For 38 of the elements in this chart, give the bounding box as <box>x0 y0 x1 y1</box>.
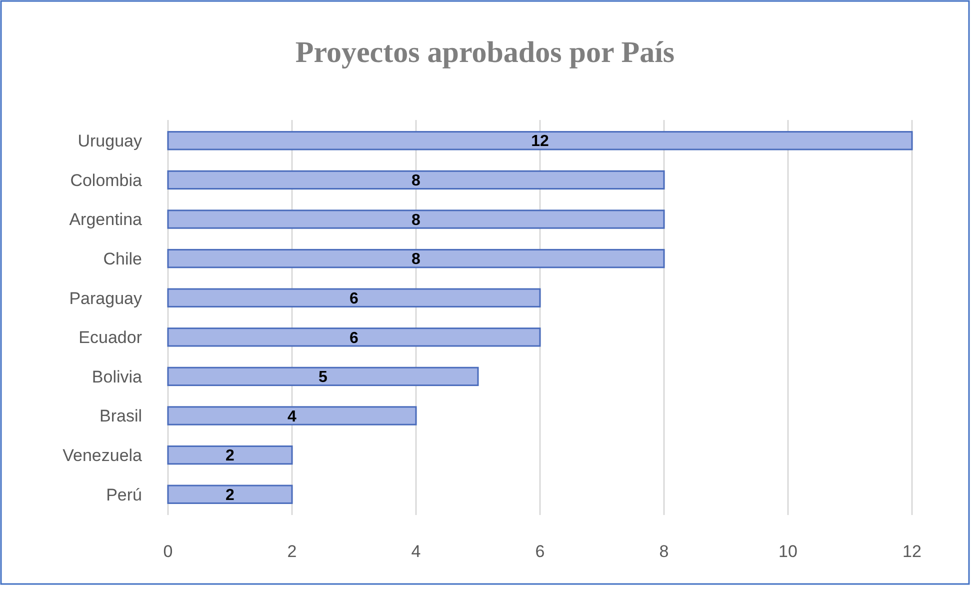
bar <box>167 406 417 426</box>
bar <box>167 366 479 386</box>
bar <box>167 248 665 268</box>
y-tick-label: Argentina <box>69 210 143 230</box>
y-tick-label: Paraguay <box>69 288 142 308</box>
x-tick-label: 12 <box>902 542 922 561</box>
data-label: 8 <box>412 172 421 190</box>
data-label: 8 <box>412 212 421 229</box>
data-label: 2 <box>226 448 235 465</box>
y-tick-label: Bolivia <box>92 367 143 386</box>
bar <box>167 210 665 229</box>
y-tick-label: Perú <box>106 485 142 504</box>
x-tick-label: 0 <box>163 542 173 561</box>
bar <box>167 131 913 150</box>
x-tick-label: 6 <box>535 542 545 561</box>
data-label: 6 <box>350 290 359 308</box>
bar <box>167 170 665 190</box>
data-label: 2 <box>226 486 235 504</box>
y-tick-label: Venezuela <box>62 446 143 466</box>
y-tick-label: Uruguay <box>78 132 142 151</box>
x-tick-label: 2 <box>287 542 297 561</box>
bar <box>167 484 293 504</box>
x-tick-label: 4 <box>411 542 421 561</box>
data-label: 8 <box>412 251 421 268</box>
x-tick-label: 10 <box>778 542 798 561</box>
bar <box>167 445 293 465</box>
chart-title: Proyectos aprobados por País <box>295 36 675 69</box>
bar <box>167 328 541 347</box>
data-label: 5 <box>318 369 328 386</box>
x-tick-label: 8 <box>659 542 669 561</box>
data-label: 6 <box>350 330 359 347</box>
data-label: 12 <box>531 133 549 150</box>
bar <box>167 288 541 308</box>
y-tick-label: Brasil <box>99 406 142 426</box>
y-tick-label: Chile <box>103 249 142 268</box>
y-tick-label: Ecuador <box>78 328 142 348</box>
y-tick-label: Colombia <box>70 170 143 190</box>
data-label: 4 <box>288 408 297 426</box>
